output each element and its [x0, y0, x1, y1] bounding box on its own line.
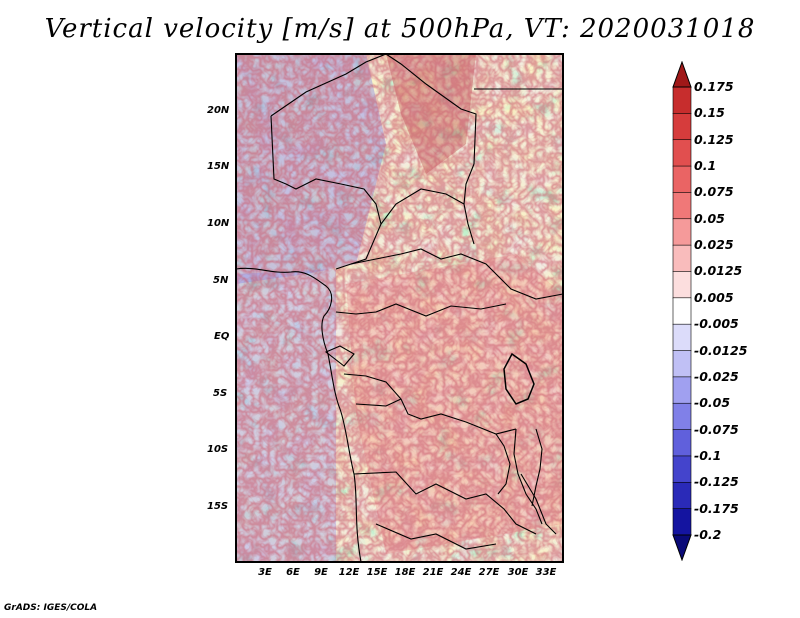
- lon-label-9e: 9E: [314, 567, 328, 578]
- colorbar-label: 0.175: [694, 79, 734, 94]
- colorbar-label: -0.0125: [694, 342, 748, 358]
- lat-label-5n: 5N: [213, 275, 229, 286]
- map-panel: [235, 53, 564, 563]
- lat-label-5s: 5S: [213, 388, 228, 399]
- convective-speckle: [236, 54, 563, 562]
- colorbar-segment: [672, 455, 692, 483]
- lat-label-eq: EQ: [214, 331, 230, 342]
- lon-label-15e: 15E: [366, 567, 388, 578]
- colorbar-label: 0.025: [694, 237, 734, 253]
- lon-label-18e: 18E: [394, 567, 416, 578]
- lon-label-33e: 33E: [535, 567, 557, 578]
- colorbar-label: -0.175: [694, 500, 739, 516]
- lon-label-27e: 27E: [478, 567, 500, 578]
- colorbar-label: 0.15: [694, 105, 725, 121]
- colorbar-segment: [672, 86, 692, 114]
- colorbar-label: -0.075: [694, 421, 739, 437]
- colorbar-label: -0.005: [694, 316, 739, 332]
- lon-label-21e: 21E: [422, 567, 444, 578]
- colorbar-label: 0.075: [694, 184, 734, 200]
- colorbar-top-arrow: [672, 61, 692, 88]
- colorbar-label: 0.005: [694, 289, 734, 305]
- colorbar-label: 0.05: [694, 210, 725, 226]
- lat-label-20n: 20N: [207, 105, 230, 116]
- lon-label-3e: 3E: [258, 567, 272, 578]
- colorbar-segments: [672, 86, 692, 536]
- colorbar-label: -0.125: [694, 474, 739, 490]
- colorbar-segment: [672, 323, 692, 352]
- colorbar-segment: [672, 402, 692, 431]
- colorbar-segment: [672, 218, 692, 246]
- grads-credit: GrADS: IGES/COLA: [4, 603, 98, 613]
- lon-label-24e: 24E: [450, 567, 472, 578]
- colorbar-segment: [672, 113, 692, 141]
- map-frame: [236, 54, 563, 562]
- lat-label-10n: 10N: [207, 218, 230, 229]
- colorbar-segment: [672, 139, 692, 167]
- colorbar-label: -0.1: [694, 447, 722, 463]
- lat-label-15n: 15N: [207, 161, 230, 172]
- lon-label-30e: 30E: [507, 567, 529, 578]
- lon-label-6e: 6E: [286, 567, 300, 578]
- colorbar-segment: [672, 297, 692, 325]
- colorbar-label: 0.125: [694, 131, 734, 147]
- colorbar-segment: [672, 350, 692, 378]
- colorbar-segment: [672, 508, 692, 536]
- colorbar-label: -0.05: [694, 395, 731, 411]
- colorbar-segment: [672, 165, 692, 194]
- colorbar-label: -0.2: [694, 527, 722, 542]
- lon-label-12e: 12E: [338, 567, 360, 578]
- colorbar-segment: [672, 429, 692, 457]
- colorbar-label: 0.1: [694, 158, 717, 174]
- colorbar: [672, 61, 692, 561]
- colorbar-segment: [672, 192, 692, 220]
- colorbar-label: 0.0125: [694, 263, 743, 279]
- colorbar-segment: [672, 376, 692, 404]
- lat-label-10s: 10S: [207, 444, 229, 455]
- colorbar-label: -0.025: [694, 368, 739, 384]
- country-borders: [236, 54, 563, 562]
- colorbar-segment: [672, 244, 692, 273]
- colorbar-segment: [672, 271, 692, 299]
- plot-title: Vertical velocity [m/s] at 500hPa, VT: 2…: [44, 14, 756, 44]
- lat-label-15s: 15S: [207, 501, 229, 512]
- velocity-field-map: [236, 54, 563, 562]
- colorbar-bottom-arrow: [672, 534, 692, 561]
- colorbar-segment: [672, 481, 692, 510]
